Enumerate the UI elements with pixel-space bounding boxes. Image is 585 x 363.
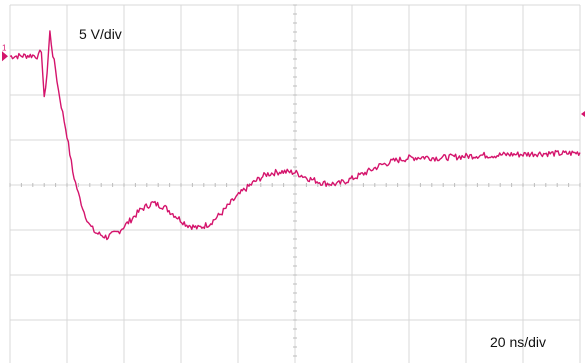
horizontal-scale-label: 20 ns/div — [490, 334, 547, 350]
waveform-trace — [9, 30, 581, 241]
center-axis-ticks — [9, 4, 581, 357]
channel-marker-arrow — [2, 51, 8, 62]
vertical-scale-label: 5 V/div — [79, 26, 122, 42]
trigger-level-marker — [581, 111, 585, 117]
channel-marker-label: 1 — [2, 43, 7, 52]
channel-1-ground-marker: 1 — [2, 43, 8, 62]
trigger-arrow — [581, 111, 585, 117]
